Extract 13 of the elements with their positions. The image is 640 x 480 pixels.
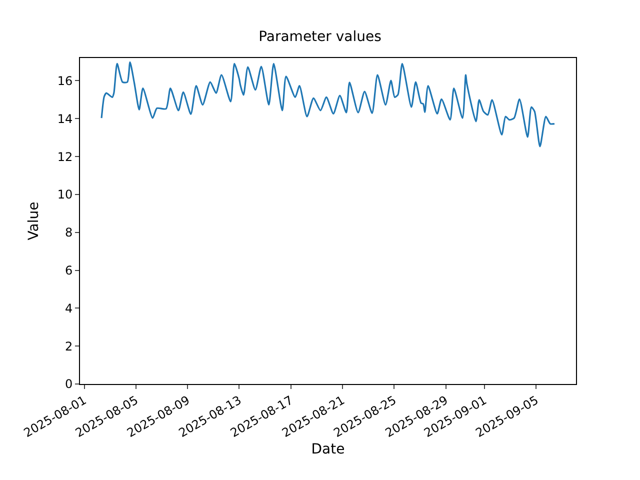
y-tick-label: 6 xyxy=(64,263,73,278)
y-tick-label: 4 xyxy=(64,301,73,316)
y-tick-label: 16 xyxy=(57,74,73,88)
x-axis-title: Date xyxy=(311,441,345,458)
y-tick-label: 2 xyxy=(64,339,73,354)
y-tick-label: 12 xyxy=(57,150,73,164)
y-tick-label: 8 xyxy=(64,226,73,240)
y-tick-label: 14 xyxy=(57,112,73,126)
y-tick-label: 0 xyxy=(64,377,73,392)
line-series xyxy=(100,61,556,148)
chart-title: Parameter values xyxy=(258,28,382,45)
y-tick-label: 10 xyxy=(57,188,73,202)
y-axis-title: Value xyxy=(26,202,42,240)
